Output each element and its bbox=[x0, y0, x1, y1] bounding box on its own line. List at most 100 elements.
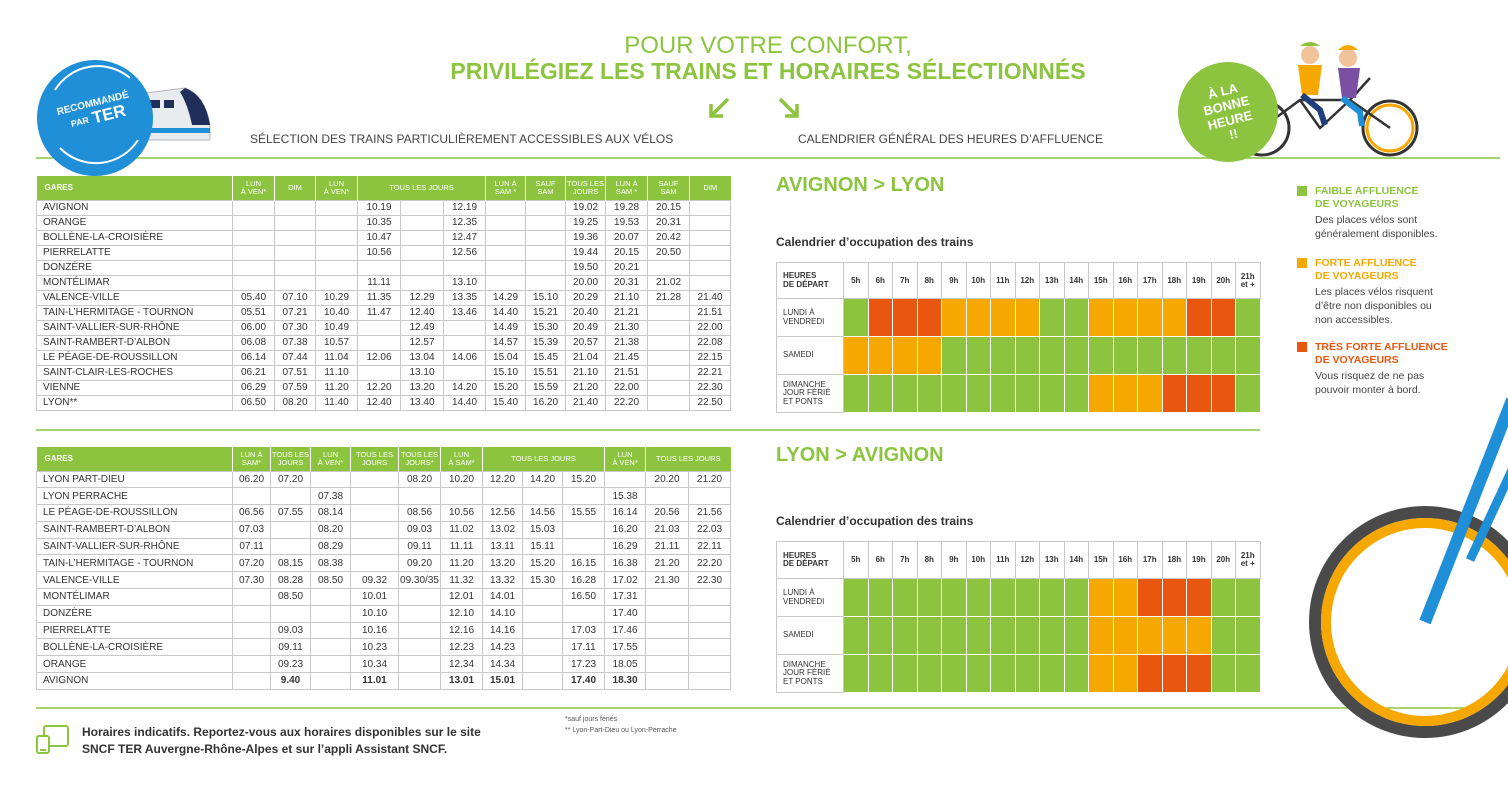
departure-time: 15.30 bbox=[522, 571, 563, 590]
empty-cell bbox=[310, 588, 351, 606]
hour-label: 19h bbox=[1186, 541, 1212, 579]
departure-time: 06.20 bbox=[232, 470, 271, 489]
departure-time: 06.00 bbox=[232, 319, 275, 336]
occupancy-cell bbox=[941, 654, 967, 693]
departure-time: 12.20 bbox=[357, 379, 401, 396]
wheel-illustration bbox=[1309, 397, 1508, 738]
departure-time: 16.20 bbox=[604, 520, 647, 539]
hour-label: 5h bbox=[843, 541, 869, 579]
departure-time: 08.20 bbox=[310, 520, 351, 539]
occupancy-cell bbox=[1210, 578, 1236, 617]
route-title: AVIGNON > LYON bbox=[776, 174, 945, 196]
empty-cell bbox=[645, 604, 690, 623]
departure-time: 10.56 bbox=[357, 244, 401, 261]
departure-time: 14.23 bbox=[482, 638, 523, 657]
departure-time: 07.03 bbox=[232, 520, 271, 539]
empty-cell bbox=[485, 274, 527, 291]
departure-time: 14.29 bbox=[485, 289, 527, 306]
hour-label: 15h bbox=[1088, 262, 1114, 299]
empty-cell bbox=[232, 274, 275, 291]
departure-time: 09.11 bbox=[398, 537, 441, 556]
departure-time: 15.04 bbox=[485, 349, 527, 366]
departure-time: 15.40 bbox=[485, 394, 527, 411]
departure-time: 07.38 bbox=[274, 334, 316, 351]
day-label: DIMANCHE JOUR FÉRIÉ ET PONTS bbox=[776, 374, 844, 413]
empty-cell bbox=[689, 214, 732, 231]
empty-cell bbox=[315, 259, 358, 276]
hour-label: 17h bbox=[1137, 541, 1163, 579]
departure-time: 10.40 bbox=[315, 304, 358, 321]
departure-time: 05.51 bbox=[232, 304, 275, 321]
header-row: HEURES DE DÉPART 5h 6h 7h 8h 9h 10h 11h 12h 13h 14… bbox=[776, 541, 1261, 579]
departure-time: 13.20 bbox=[400, 379, 444, 396]
occupancy-cell bbox=[1063, 578, 1089, 617]
occupancy-cell bbox=[1039, 298, 1065, 337]
departure-time: 16.15 bbox=[561, 554, 606, 573]
departure-time: 11.04 bbox=[315, 349, 358, 366]
empty-cell bbox=[232, 199, 275, 216]
occupancy-cell bbox=[1161, 374, 1187, 413]
timetable-row: PIERRELATTE 09.03 10.16 12.16 14.16 17.03 17.4… bbox=[36, 621, 732, 640]
empty-cell bbox=[485, 259, 527, 276]
calendar-subtitle: Calendrier d’occupation des trains bbox=[776, 235, 974, 249]
day-row: DIMANCHE JOUR FÉRIÉ ET PONTS bbox=[776, 374, 1261, 413]
hour-label: 12h bbox=[1014, 541, 1040, 579]
departure-time: 07.38 bbox=[310, 487, 351, 506]
legend-swatch bbox=[1297, 186, 1307, 196]
device-icon bbox=[36, 725, 69, 754]
empty-cell bbox=[232, 259, 275, 276]
empty-cell bbox=[689, 199, 732, 216]
occupancy-cell bbox=[867, 578, 893, 617]
empty-cell bbox=[689, 229, 732, 246]
hour-label: 7h bbox=[892, 541, 918, 579]
empty-cell bbox=[561, 537, 606, 556]
occupancy-cell bbox=[1210, 298, 1236, 337]
column-header: TOUS LES JOURS bbox=[350, 447, 399, 471]
empty-cell bbox=[400, 244, 444, 261]
cyclists-illustration bbox=[1233, 42, 1419, 157]
departure-time: 15.20 bbox=[485, 379, 527, 396]
departure-time: 21.51 bbox=[689, 304, 732, 321]
timetable: GARES LUN À SAM* TOUS LES JOURS LUN À VEN* T… bbox=[36, 447, 732, 690]
departure-time: 14.20 bbox=[522, 470, 563, 489]
departure-time: 14.40 bbox=[485, 304, 527, 321]
departure-time: 20.31 bbox=[605, 274, 649, 291]
occupancy-cell bbox=[843, 578, 869, 617]
departure-time: 22.00 bbox=[689, 319, 732, 336]
departure-time: 15.10 bbox=[485, 364, 527, 381]
departure-time: 11.20 bbox=[440, 554, 483, 573]
column-header: SAUF SAM bbox=[525, 176, 566, 200]
occupancy-cell bbox=[1063, 616, 1089, 655]
departure-time: 09.03 bbox=[270, 621, 311, 640]
route-title: LYON > AVIGNON bbox=[776, 444, 944, 466]
empty-cell bbox=[270, 520, 311, 539]
footer-notice: Horaires indicatifs. Reportez-vous aux h… bbox=[82, 725, 481, 756]
timetable-row: SAINT-RAMBERT-D’ALBON 07.03 08.20 09.03 11.0… bbox=[36, 520, 732, 539]
departure-time: 07.11 bbox=[232, 537, 271, 556]
occupancy-cell bbox=[1137, 298, 1163, 337]
day-row: LUNDI À VENDREDI bbox=[776, 298, 1261, 337]
occupancy-cell bbox=[1063, 298, 1089, 337]
departure-time: 22.30 bbox=[689, 379, 732, 396]
departure-time: 18.05 bbox=[604, 655, 647, 674]
legend-swatch bbox=[1297, 258, 1307, 268]
column-header: TOUS LES JOURS bbox=[356, 176, 486, 200]
occupancy-cell bbox=[990, 298, 1016, 337]
calendar-subtitle: Calendrier d’occupation des trains bbox=[776, 514, 974, 528]
departure-time: 12.16 bbox=[440, 621, 483, 640]
departure-time: 08.20 bbox=[274, 394, 316, 411]
empty-cell bbox=[232, 229, 275, 246]
column-header: LUN À SAM * bbox=[485, 176, 526, 200]
empty-cell bbox=[689, 244, 732, 261]
occupancy-cell bbox=[990, 654, 1016, 693]
departure-time: 10.10 bbox=[350, 604, 399, 623]
empty-cell bbox=[232, 604, 271, 623]
departure-time: 17.02 bbox=[604, 571, 647, 590]
occupancy-cell bbox=[1063, 374, 1089, 413]
departure-time: 15.51 bbox=[525, 364, 567, 381]
departure-time: 22.20 bbox=[688, 554, 732, 573]
station-name: AVIGNON bbox=[36, 672, 233, 690]
occupancy-cell bbox=[892, 578, 918, 617]
departure-time: 12.56 bbox=[482, 504, 523, 522]
